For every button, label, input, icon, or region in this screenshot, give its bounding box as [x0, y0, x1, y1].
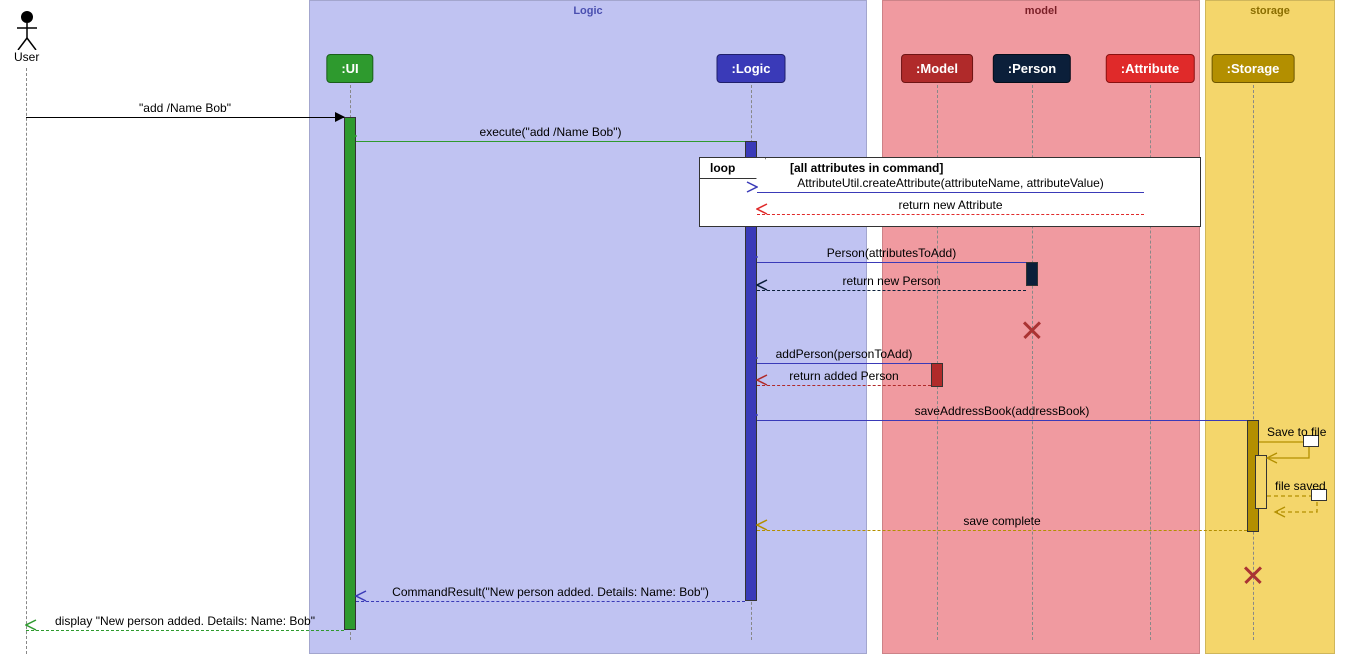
participant-ui: :UI [326, 54, 373, 83]
message-label-m10: save complete [963, 514, 1040, 528]
message-label-m2: execute("add /Name Bob") [480, 125, 622, 139]
participant-storagep: :Storage [1212, 54, 1295, 83]
lifeline [1253, 80, 1254, 640]
loop-label: loop [699, 157, 766, 179]
participant-modelp: :Model [901, 54, 973, 83]
message-label-m5: Person(attributesToAdd) [827, 246, 956, 260]
activation-model [931, 363, 943, 387]
message-label-m9: saveAddressBook(addressBook) [915, 404, 1090, 418]
region-logic: Logic [309, 0, 867, 654]
message-label-m6: return new Person [842, 274, 940, 288]
activation-ui [344, 117, 356, 630]
activation-person [1026, 262, 1038, 286]
self-message-label-s1: Save to file [1267, 425, 1326, 439]
loop-guard: [all attributes in command] [790, 161, 943, 175]
lifeline [26, 68, 27, 654]
actor-label: User [14, 50, 39, 64]
region-storage: storage [1205, 0, 1335, 654]
message-label-m3: AttributeUtil.createAttribute(attributeN… [797, 176, 1104, 190]
destroy-d2 [1242, 564, 1264, 586]
self-message-label-s2: file saved [1275, 479, 1326, 493]
region-title-logic: Logic [573, 5, 602, 17]
message-label-m7: addPerson(personToAdd) [776, 347, 913, 361]
message-label-m8: return added Person [789, 369, 898, 383]
message-label-m11: CommandResult("New person added. Details… [392, 585, 709, 599]
message-label-m12: display "New person added. Details: Name… [55, 614, 315, 628]
participant-attribute: :Attribute [1106, 54, 1195, 83]
region-title-model: model [1025, 5, 1057, 17]
destroy-d1 [1021, 319, 1043, 341]
actor-stick-figure-icon [15, 10, 39, 50]
participant-person: :Person [993, 54, 1071, 83]
actor-user: User [14, 10, 39, 64]
region-title-storage: storage [1250, 5, 1290, 17]
participant-logicp: :Logic [717, 54, 786, 83]
message-label-m1: "add /Name Bob" [139, 101, 231, 115]
sequence-diagram: Logic model storage User :UI :Logic :Model :P… [0, 0, 1348, 659]
message-label-m4: return new Attribute [898, 198, 1002, 212]
